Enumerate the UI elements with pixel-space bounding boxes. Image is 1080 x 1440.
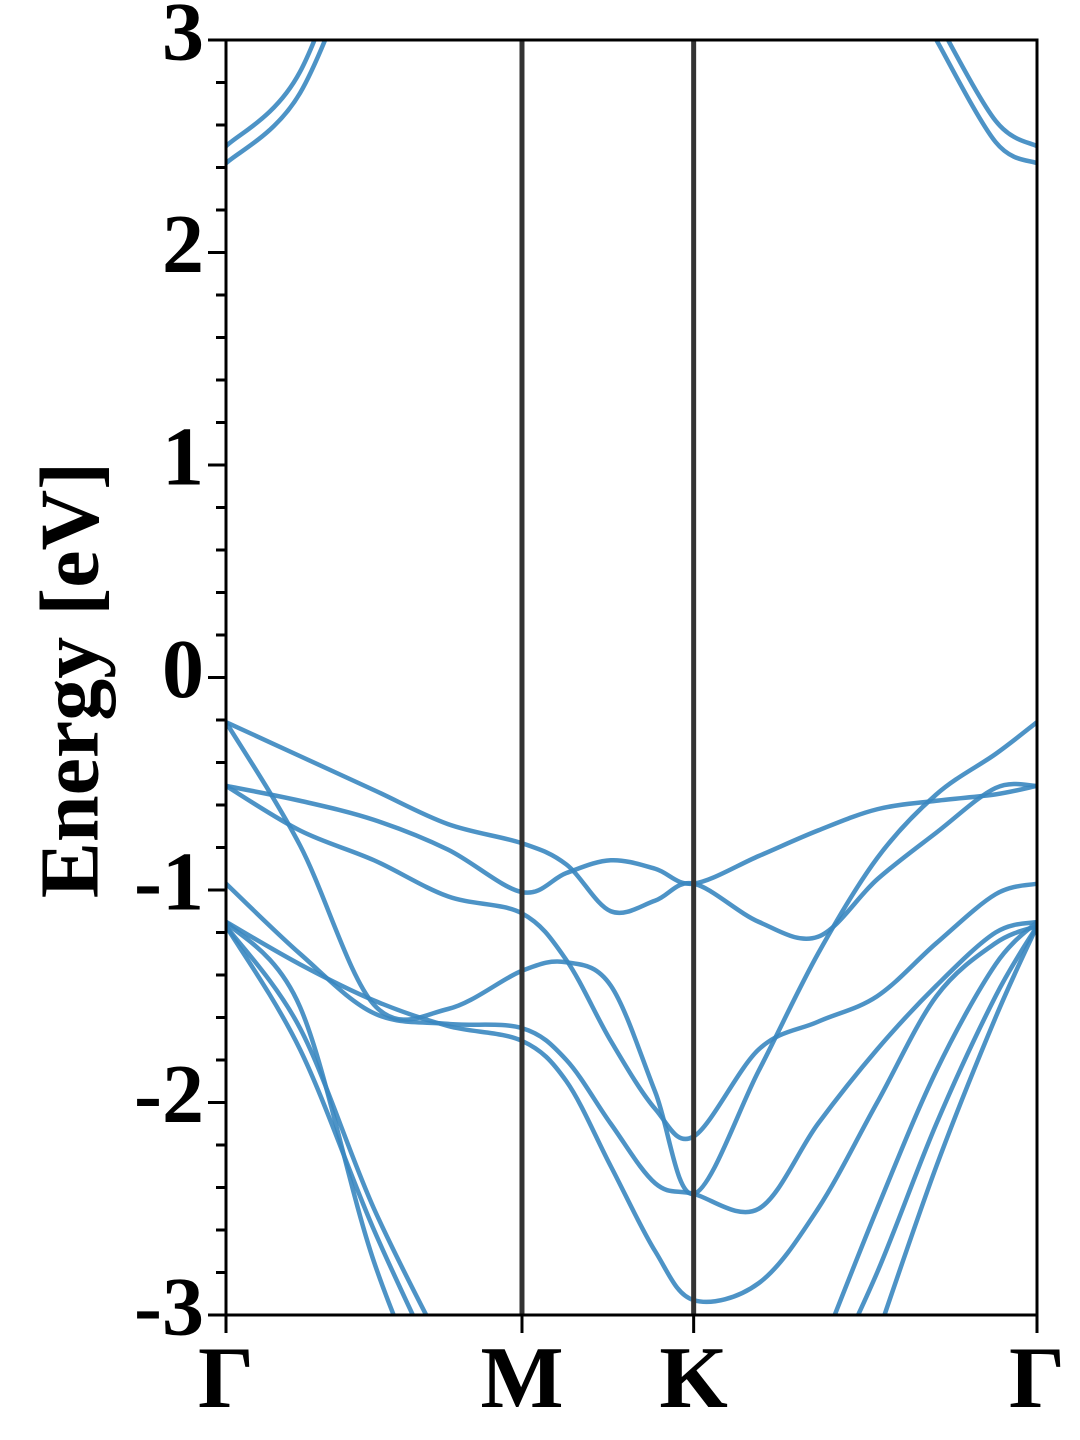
band-line [226, 40, 1037, 166]
x-tick-label: Γ [1009, 1330, 1065, 1427]
band-line [226, 40, 1037, 149]
band-line [226, 783, 1037, 895]
band-line [226, 919, 1037, 1305]
y-tick-label: 3 [162, 0, 204, 78]
bands [226, 40, 1037, 1315]
band-line [226, 924, 1037, 1315]
band-line [226, 924, 1037, 1315]
y-tick-label: -1 [134, 835, 204, 928]
band-line [226, 720, 1037, 1197]
y-tick-label: 1 [162, 410, 204, 503]
x-tick-label: M [480, 1330, 563, 1427]
plot-frame [224, 38, 1039, 1317]
y-tick-label: 2 [162, 198, 204, 291]
y-tick-label: -3 [134, 1260, 204, 1353]
band-line [226, 720, 1037, 941]
x-tick-label: K [659, 1330, 727, 1427]
band-line [226, 783, 1037, 1142]
y-tick-label: -2 [134, 1048, 204, 1141]
x-tick-label: Γ [198, 1330, 254, 1427]
y-axis-label: Energy [eV] [23, 462, 116, 898]
y-tick-label: 0 [162, 623, 204, 716]
band-line [226, 881, 1037, 1215]
